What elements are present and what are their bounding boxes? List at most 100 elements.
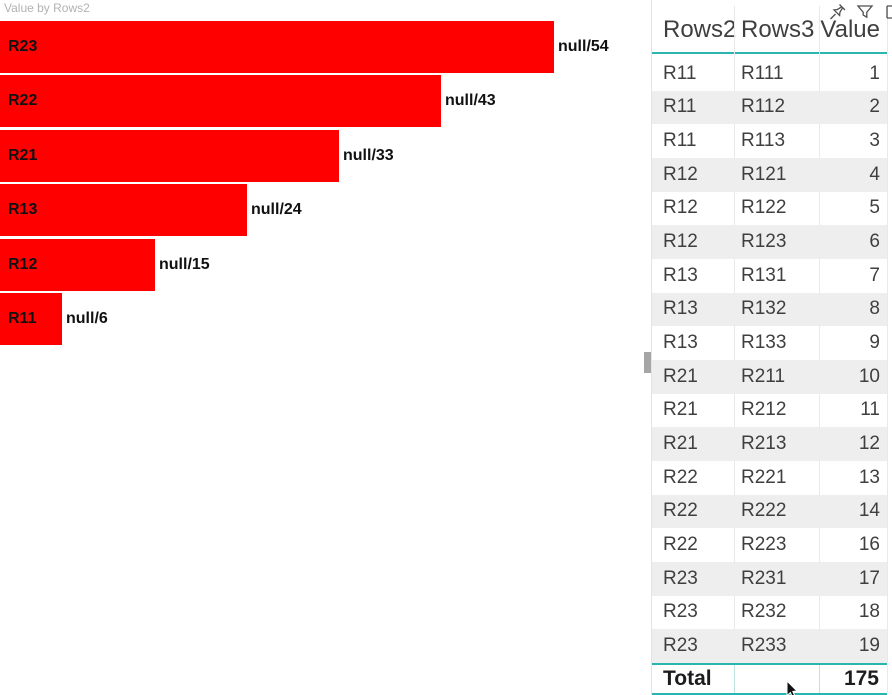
bar-category-label: R13 bbox=[8, 201, 38, 219]
bar-value-label: null/24 bbox=[251, 201, 302, 219]
bar-row: R12 null/15 bbox=[0, 238, 650, 291]
table-cell: 2 bbox=[869, 96, 880, 118]
table-row[interactable]: R23 R232 18 bbox=[652, 596, 887, 630]
table-cell: R12 bbox=[663, 163, 698, 185]
table-row[interactable]: R11 R112 2 bbox=[652, 90, 887, 125]
table-row[interactable]: R13 R131 7 bbox=[652, 259, 887, 293]
table-row[interactable]: R21 R212 11 bbox=[652, 394, 887, 428]
table-cell: R13 bbox=[663, 332, 698, 354]
table-cell: 7 bbox=[869, 264, 880, 286]
table-cell: R23 bbox=[663, 567, 698, 589]
table-row[interactable]: R11 R111 1 bbox=[652, 57, 887, 91]
pin-icon[interactable] bbox=[828, 2, 848, 22]
table-cell: R11 bbox=[663, 130, 697, 152]
table-cell: R113 bbox=[741, 130, 786, 152]
bar-R23[interactable] bbox=[0, 21, 554, 73]
focus-mode-icon-partial[interactable] bbox=[886, 2, 892, 22]
bar-R12[interactable] bbox=[0, 238, 155, 291]
table-cell: 14 bbox=[858, 500, 880, 522]
table-row[interactable]: R21 R211 10 bbox=[652, 359, 887, 394]
table-row[interactable]: R11 R113 3 bbox=[652, 124, 887, 158]
table-cell: R22 bbox=[663, 466, 698, 488]
filter-icon[interactable] bbox=[855, 2, 875, 22]
table-row[interactable]: R23 R231 17 bbox=[652, 561, 887, 596]
table-row[interactable]: R13 R132 8 bbox=[652, 292, 887, 327]
table-cell: R131 bbox=[741, 264, 787, 286]
table-header: Rows2 Rows3 Value bbox=[652, 6, 887, 53]
bar-row: R13 null/24 bbox=[0, 184, 650, 237]
table-cell: R112 bbox=[741, 96, 786, 118]
bar-category-label: R21 bbox=[8, 146, 38, 164]
scrollbar-thumb[interactable] bbox=[644, 352, 651, 373]
bar-value-label: null/33 bbox=[343, 146, 394, 164]
table-row[interactable]: R12 R123 6 bbox=[652, 225, 887, 259]
bar-row: R11 null/6 bbox=[0, 293, 650, 345]
table-row[interactable]: R21 R213 12 bbox=[652, 427, 887, 461]
table-cell: 11 bbox=[860, 399, 880, 421]
column-divider bbox=[819, 6, 820, 693]
table-cell: R123 bbox=[741, 231, 787, 253]
table-cell: 6 bbox=[869, 231, 880, 253]
table-cell: R211 bbox=[741, 365, 786, 387]
table-row[interactable]: R22 R223 16 bbox=[652, 528, 887, 562]
table-cell: R21 bbox=[663, 365, 698, 387]
column-header-rows2[interactable]: Rows2 bbox=[663, 15, 737, 43]
bar-value-label: null/54 bbox=[558, 38, 609, 55]
table-cell: R212 bbox=[741, 399, 787, 421]
table-cell: 8 bbox=[869, 298, 880, 320]
table-cell: 12 bbox=[858, 433, 880, 455]
table-row[interactable]: R13 R133 9 bbox=[652, 326, 887, 360]
column-header-rows3[interactable]: Rows3 bbox=[741, 15, 815, 43]
bar-R11[interactable] bbox=[0, 293, 62, 345]
column-divider bbox=[734, 6, 735, 693]
bar-category-label: R22 bbox=[8, 92, 38, 110]
table-cell: R233 bbox=[741, 634, 787, 656]
bar-value-label: null/6 bbox=[66, 310, 108, 327]
table-cell: R122 bbox=[741, 197, 787, 219]
chart-title: Value by Rows2 bbox=[4, 1, 90, 15]
table-cell: R221 bbox=[741, 466, 787, 488]
table-row[interactable]: R23 R233 19 bbox=[652, 629, 887, 663]
table-cell: R11 bbox=[663, 62, 697, 84]
bar-R13[interactable] bbox=[0, 184, 247, 237]
table-cell: R22 bbox=[663, 534, 698, 556]
table-cell: R13 bbox=[663, 264, 698, 286]
table-cell: R23 bbox=[663, 601, 698, 623]
table-cell: 16 bbox=[858, 534, 880, 556]
table-cell: R222 bbox=[741, 500, 787, 522]
table-visual: Rows2 Rows3 Value R11 R111 1 R11 R112 2 R11 R11… bbox=[651, 0, 892, 695]
table-cell: R133 bbox=[741, 332, 787, 354]
table-total-row: Total 175 bbox=[652, 663, 887, 695]
bar-value-label: null/15 bbox=[159, 255, 210, 273]
table-cell: R231 bbox=[741, 567, 787, 589]
table-row[interactable]: R12 R121 4 bbox=[652, 157, 887, 192]
table-cell: R223 bbox=[741, 534, 787, 556]
table-body: R11 R111 1 R11 R112 2 R11 R113 3 R12 R121 4 R12 R122 5… bbox=[652, 57, 887, 663]
bar-R22[interactable] bbox=[0, 75, 441, 128]
bar-R21[interactable] bbox=[0, 129, 339, 182]
table-row[interactable]: R12 R122 5 bbox=[652, 192, 887, 226]
table-cell: R111 bbox=[741, 62, 784, 84]
table-cell: R121 bbox=[741, 163, 787, 185]
table-row[interactable]: R22 R222 14 bbox=[652, 494, 887, 529]
column-header-value[interactable]: Value bbox=[820, 15, 880, 43]
table-cell: 17 bbox=[858, 567, 880, 589]
bar-category-label: R11 bbox=[8, 310, 37, 327]
bar-row: R23 null/54 bbox=[0, 21, 650, 73]
table-cell: 5 bbox=[869, 197, 880, 219]
bar-value-label: null/43 bbox=[445, 92, 496, 110]
bar-chart-visual: Value by Rows2 R23 null/54 R22 null/43 R21 nu… bbox=[0, 1, 650, 345]
table-cell: 10 bbox=[858, 365, 880, 387]
table-cell: R21 bbox=[663, 399, 698, 421]
table-row[interactable]: R22 R221 13 bbox=[652, 461, 887, 495]
total-label: Total bbox=[663, 667, 712, 690]
table-cell: R12 bbox=[663, 231, 698, 253]
table-cell: 4 bbox=[869, 163, 880, 185]
bar-row: R21 null/33 bbox=[0, 129, 650, 182]
table-cell: 9 bbox=[869, 332, 880, 354]
table-cell: R22 bbox=[663, 500, 698, 522]
total-column-divider bbox=[734, 665, 735, 693]
table-cell: R13 bbox=[663, 298, 698, 320]
header-underline bbox=[652, 52, 888, 54]
